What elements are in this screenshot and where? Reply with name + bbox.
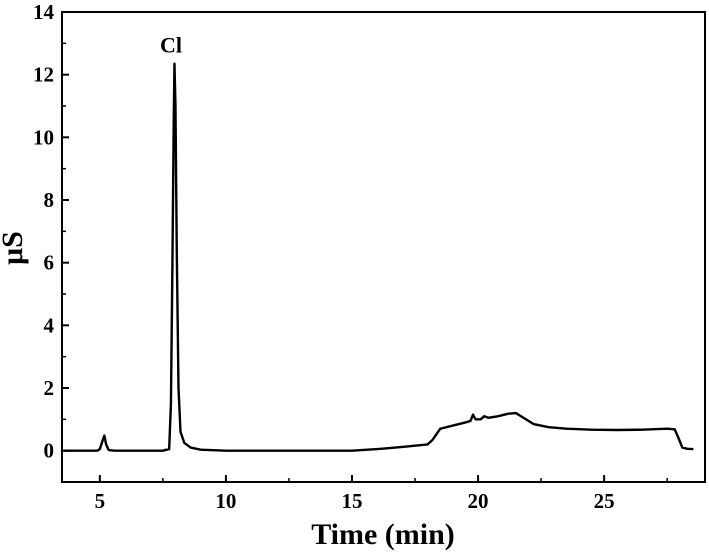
x-axis: 5 10 15 20 25: [95, 475, 668, 513]
y-tick-label: 8: [44, 188, 55, 212]
y-tick-label: 6: [44, 251, 55, 275]
y-tick-label: 12: [33, 63, 54, 87]
x-tick-label: 15: [341, 489, 362, 513]
x-tick-label: 25: [594, 489, 615, 513]
x-tick-label: 20: [468, 489, 489, 513]
y-tick-label: 2: [44, 376, 55, 400]
y-tick-label: 0: [44, 439, 55, 463]
annotations: Cl: [160, 33, 182, 58]
y-tick-label: 10: [33, 125, 54, 149]
plot-area-frame: [61, 11, 706, 483]
x-tick-label: 10: [215, 489, 236, 513]
peak-annotation: Cl: [160, 33, 182, 58]
y-axis: 0 2 4 6 8 10 12 14: [33, 0, 69, 483]
x-tick-label: 5: [95, 489, 106, 513]
y-tick-label: 4: [44, 313, 55, 337]
series-line: [63, 62, 694, 452]
y-axis-title: μS: [0, 231, 29, 265]
x-axis-title: Time (min): [311, 518, 455, 551]
y-tick-label: 14: [33, 0, 55, 24]
